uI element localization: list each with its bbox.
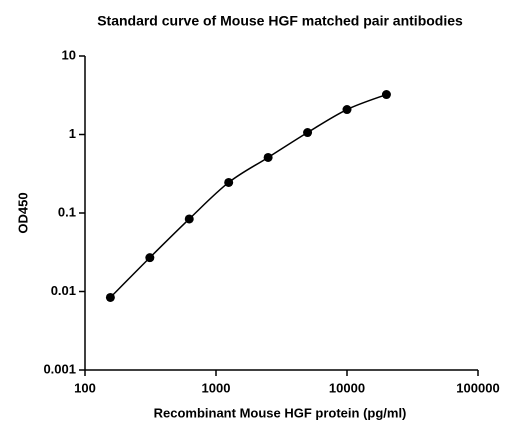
x-tick-label: 1000 [202, 380, 231, 395]
chart-title: Standard curve of Mouse HGF matched pair… [97, 13, 463, 29]
y-tick-label: 0.01 [51, 283, 76, 298]
y-tick-label: 10 [62, 47, 76, 62]
y-tick-label: 0.001 [43, 361, 76, 376]
fit-curve [109, 93, 387, 298]
data-point [263, 152, 273, 162]
x-tick-label: 100 [74, 380, 96, 395]
data-point [381, 90, 391, 100]
data-point [145, 253, 155, 263]
x-axis-label: Recombinant Mouse HGF protein (pg/ml) [154, 405, 407, 420]
y-tick-label: 1 [69, 126, 76, 141]
data-point [184, 214, 194, 224]
y-axis-label: OD450 [15, 192, 30, 233]
data-point [224, 177, 234, 187]
data-point [303, 128, 313, 138]
data-point [342, 105, 352, 115]
y-tick-label: 0.1 [58, 204, 76, 219]
data-point [105, 292, 115, 302]
x-tick-label: 100000 [456, 380, 499, 395]
x-tick-label: 10000 [329, 380, 365, 395]
